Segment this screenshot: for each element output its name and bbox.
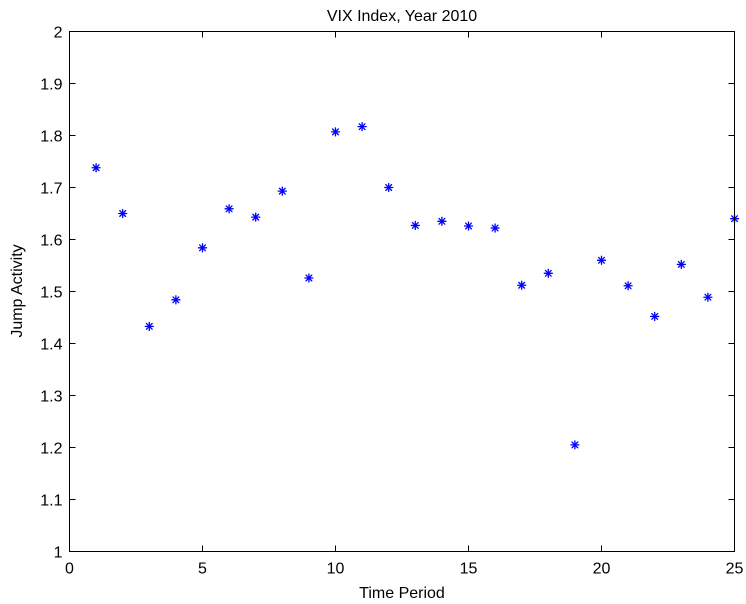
- data-point: [144, 321, 154, 331]
- data-point: [171, 295, 181, 305]
- data-point: [304, 273, 314, 283]
- x-axis-label: Time Period: [359, 585, 445, 602]
- x-tick-label: 15: [460, 561, 478, 578]
- y-tick-label: 2: [54, 25, 63, 42]
- data-point: [277, 186, 287, 196]
- y-tick-label: 1.4: [40, 337, 62, 354]
- data-point: [384, 182, 394, 193]
- data-point: [596, 255, 607, 265]
- y-tick-label: 1.8: [40, 129, 62, 146]
- data-point: [543, 268, 553, 278]
- x-tick-label: 10: [327, 561, 345, 578]
- y-axis-label: Jump Activity: [9, 244, 26, 337]
- y-tick-label: 1.7: [40, 181, 62, 198]
- data-point: [251, 212, 261, 222]
- y-tick-label: 1.9: [40, 77, 62, 94]
- data-point: [224, 204, 234, 214]
- data-point: [410, 220, 420, 231]
- y-tick-label: 1.5: [40, 285, 62, 302]
- x-tick-label: 25: [726, 561, 744, 578]
- data-point: [623, 281, 633, 291]
- data-point: [357, 122, 367, 132]
- y-tick-label: 1.2: [40, 441, 62, 458]
- chart-title: VIX Index, Year 2010: [327, 8, 477, 25]
- y-tick-label: 1.1: [40, 493, 62, 510]
- data-point: [490, 223, 500, 233]
- data-point: [118, 208, 128, 219]
- plot-area-frame: [69, 31, 735, 552]
- y-tick-label: 1: [54, 545, 63, 562]
- data-points: [91, 122, 740, 450]
- data-point: [463, 221, 474, 231]
- data-point: [676, 259, 686, 270]
- data-point: [517, 280, 527, 290]
- data-point: [330, 127, 341, 137]
- data-point: [437, 216, 447, 226]
- data-point: [650, 311, 660, 322]
- x-tick-label: 20: [593, 561, 611, 578]
- axis-ticks: 0 5 10 15 20 25 1 1.1 1.2 1.3 1.4 1.5 1.6 1.7 1.8 1.9 2: [40, 25, 743, 578]
- data-point: [703, 292, 713, 302]
- x-tick-label: 5: [198, 561, 207, 578]
- data-point: [570, 440, 580, 450]
- data-point: [91, 163, 101, 173]
- x-tick-label: 0: [65, 561, 74, 578]
- y-tick-label: 1.3: [40, 389, 62, 406]
- data-point: [197, 243, 208, 253]
- y-tick-label: 1.6: [40, 233, 62, 250]
